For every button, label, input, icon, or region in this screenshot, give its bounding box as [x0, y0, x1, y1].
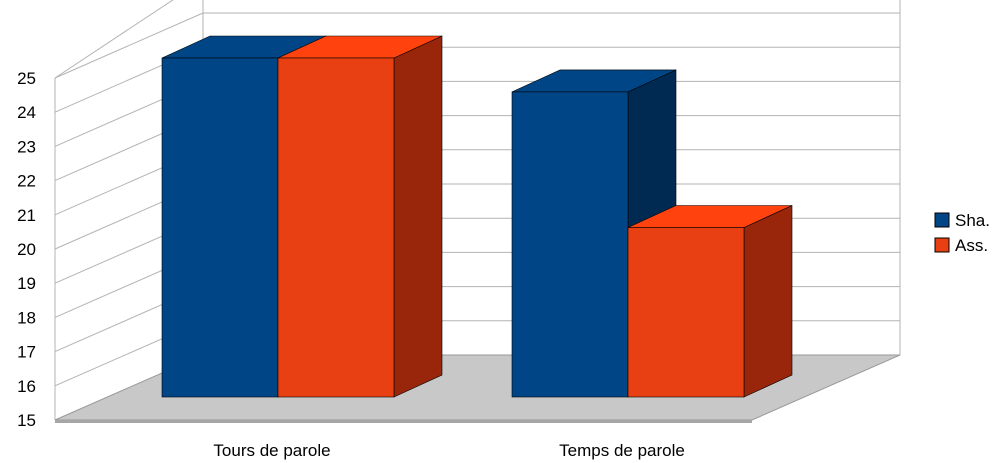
y-tick-label: 20	[17, 240, 36, 259]
bar	[277, 57, 395, 398]
legend-label: Sha.	[955, 211, 990, 230]
y-tick-label: 17	[17, 343, 36, 362]
bar	[627, 227, 745, 398]
legend-swatch	[934, 212, 950, 228]
y-tick-label: 22	[17, 172, 36, 191]
floor-edge	[55, 420, 752, 423]
bar-side	[393, 35, 443, 398]
y-tick-label: 18	[17, 308, 36, 327]
x-category-label: Temps de parole	[559, 441, 685, 460]
y-tick-label: 15	[17, 411, 36, 430]
side-gridline	[54, 12, 204, 79]
side-wall-top-edge	[54, 0, 174, 79]
bar-side	[743, 205, 793, 398]
legend-label: Ass.	[955, 236, 988, 255]
legend-swatch	[934, 237, 950, 253]
bar	[161, 57, 279, 398]
bar	[511, 91, 629, 398]
y-tick-label: 23	[17, 137, 36, 156]
y-tick-label: 19	[17, 274, 36, 293]
legend: Sha. Ass.	[934, 211, 990, 255]
x-category-label: Tours de parole	[213, 441, 330, 460]
y-axis-ticks: 15 16 17 18 19 20 21 22 23 24 25	[17, 69, 36, 430]
x-axis-categories: Tours de parole Temps de parole	[213, 441, 684, 460]
bars	[161, 35, 793, 398]
y-tick-label: 21	[17, 206, 36, 225]
y-tick-label: 24	[17, 103, 36, 122]
y-tick-label: 25	[17, 69, 36, 88]
y-tick-label: 16	[17, 377, 36, 396]
